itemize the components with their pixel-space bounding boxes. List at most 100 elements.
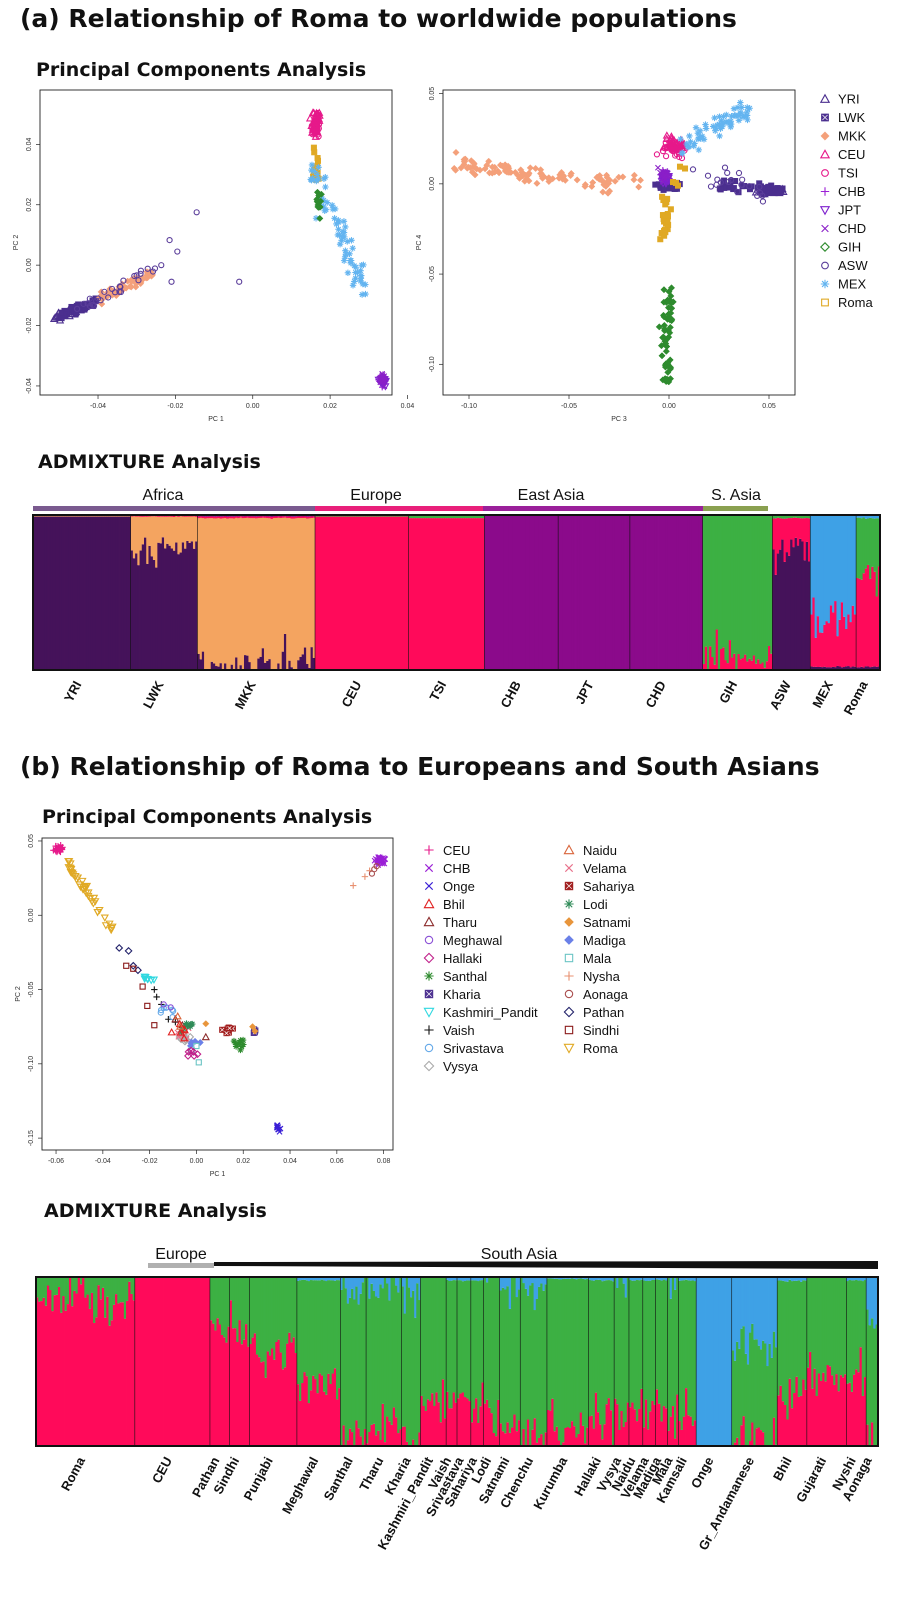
data-point-mkk	[526, 164, 534, 172]
admixture-segment	[470, 1422, 474, 1446]
admixture-frame	[32, 514, 881, 671]
admixture-segment	[535, 1298, 539, 1443]
admixture-segment	[399, 516, 403, 670]
admixture-segment	[741, 658, 745, 670]
admixture-segment	[338, 1277, 341, 1281]
admixture-segment	[726, 663, 730, 670]
legend-marker-yri	[819, 93, 831, 103]
admixture-segment	[418, 1300, 421, 1433]
admixture-segment	[141, 516, 145, 545]
admixture-segment	[279, 1277, 283, 1353]
admixture-segment	[594, 1392, 598, 1446]
admixture-segment	[870, 1277, 874, 1319]
admixture-segment	[566, 1278, 570, 1428]
admixture-segment	[618, 1277, 621, 1431]
data-point-asw	[86, 295, 93, 302]
admixture-segment	[229, 1277, 233, 1301]
admixture-segment	[768, 1343, 772, 1446]
admixture-segment	[174, 1277, 178, 1446]
admixture-segment	[829, 515, 833, 606]
admixture-segment	[262, 1277, 265, 1362]
admixture-segment	[859, 1277, 863, 1281]
admixture-segment	[691, 1425, 695, 1446]
admixture-segment	[121, 516, 125, 670]
admixture-segment	[463, 1277, 467, 1281]
admixture-segment	[205, 1277, 209, 1446]
admixture-segment	[375, 516, 379, 670]
admixture-segment	[869, 517, 872, 579]
admixture-segment	[680, 515, 684, 670]
admixture-segment	[873, 666, 877, 670]
admixture-segment	[303, 647, 307, 670]
admixture-segment	[41, 516, 45, 670]
admixture-segment	[599, 1279, 602, 1425]
admixture-segment	[244, 518, 247, 656]
admixture-segment	[862, 573, 866, 668]
data-point-mkk	[452, 148, 460, 157]
data-point-mex	[727, 118, 735, 125]
admixture-segment	[399, 1277, 403, 1430]
admixture-segment	[570, 1278, 574, 1422]
admixture-segment	[488, 515, 492, 670]
admixture-segment	[301, 516, 305, 519]
admixture-segment	[777, 1277, 780, 1281]
data-point-asw	[80, 300, 87, 307]
admixture-segment	[82, 1277, 85, 1446]
data-point-roma	[107, 925, 116, 933]
x-tick-label: -0.02	[142, 1158, 158, 1165]
admixture-segment	[143, 1277, 147, 1446]
legend-marker-mex	[820, 279, 830, 289]
data-point-hallaki	[184, 1051, 193, 1060]
admixture-segment	[704, 646, 708, 670]
admixture-segment	[286, 516, 289, 519]
admixture-segment	[624, 1422, 628, 1446]
admixture-segment	[564, 1278, 567, 1428]
data-point-gih	[660, 321, 668, 329]
legend-label-sindhi: Sindhi	[583, 1023, 619, 1038]
admixture-segment	[239, 516, 243, 518]
legend-marker-jpt	[819, 206, 831, 216]
admixture-segment	[808, 561, 811, 670]
admixture-segment	[759, 1277, 763, 1350]
admixture-segment	[517, 1277, 521, 1290]
data-point-gih	[662, 340, 670, 348]
admixture-segment	[403, 1277, 407, 1314]
admixture-segment	[790, 539, 793, 670]
admixture-segment	[662, 1279, 666, 1407]
admixture-segment	[201, 651, 205, 670]
data-point-onge	[273, 1124, 280, 1131]
admixture-segment	[290, 518, 294, 668]
x-tick-label: 0.02	[323, 403, 337, 410]
admixture-segment	[837, 1277, 841, 1392]
admixture-segment	[132, 516, 136, 559]
data-point-nysha	[350, 882, 357, 889]
admixture-segment	[310, 516, 314, 519]
admixture-segment	[342, 1277, 346, 1426]
admixture-segment	[841, 1377, 845, 1446]
admixture-segment	[724, 660, 728, 670]
data-point-mex	[730, 105, 738, 112]
admixture-segment	[422, 1277, 426, 1406]
admixture-segment	[154, 1277, 158, 1446]
legend-marker-kharia	[424, 989, 434, 999]
region-bar-europe	[148, 1263, 214, 1268]
data-point-ceu	[58, 846, 66, 853]
admixture-segment	[386, 1416, 389, 1446]
admixture-segment	[255, 1277, 259, 1355]
admixture-segment	[735, 515, 738, 670]
admixture-segment	[671, 1406, 675, 1446]
admixture-segment	[288, 516, 291, 518]
admixture-segment	[281, 517, 285, 652]
admixture-segment	[787, 518, 791, 556]
admixture-segment	[577, 1278, 581, 1434]
admixture-segment	[407, 1287, 411, 1446]
data-point-gih	[660, 286, 668, 294]
admixture-segment	[239, 665, 243, 670]
admixture-segment	[473, 515, 476, 519]
admixture-segment	[462, 518, 465, 670]
admixture-segment	[651, 1277, 654, 1280]
admixture-segment	[93, 1277, 96, 1323]
admixture-segment	[117, 1303, 120, 1446]
admixture-segment	[616, 1404, 619, 1446]
admixture-segment	[844, 1277, 847, 1375]
